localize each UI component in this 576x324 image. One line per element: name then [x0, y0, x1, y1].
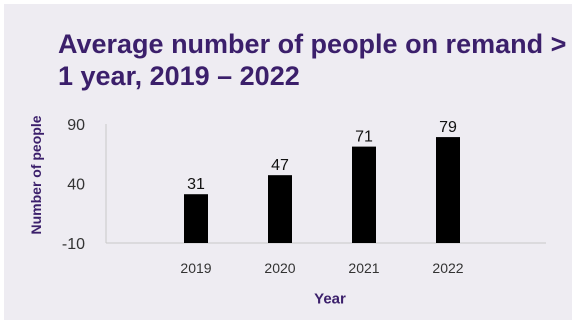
- bar-2020: [268, 175, 292, 243]
- data-label-2020: 47: [271, 157, 289, 174]
- y-tick-label: 40: [67, 177, 85, 194]
- x-tick-label-2021: 2021: [348, 260, 379, 276]
- bar-2022: [436, 137, 460, 243]
- y-tick-label: -10: [62, 236, 85, 253]
- chart-title: Average number of people on remand > 1 y…: [58, 29, 567, 91]
- data-label-2021: 71: [355, 129, 373, 146]
- y-tick-label: 90: [67, 117, 85, 134]
- data-label-2019: 31: [187, 176, 205, 193]
- x-tick-label-2022: 2022: [432, 260, 463, 276]
- bar-2021: [352, 146, 376, 243]
- x-tick-label-2019: 2019: [180, 260, 211, 276]
- x-tick-label-2020: 2020: [264, 260, 295, 276]
- chart-panel: [4, 4, 572, 320]
- data-label-2022: 79: [439, 119, 457, 136]
- x-axis-label: Year: [314, 290, 346, 308]
- bar-2019: [184, 194, 208, 243]
